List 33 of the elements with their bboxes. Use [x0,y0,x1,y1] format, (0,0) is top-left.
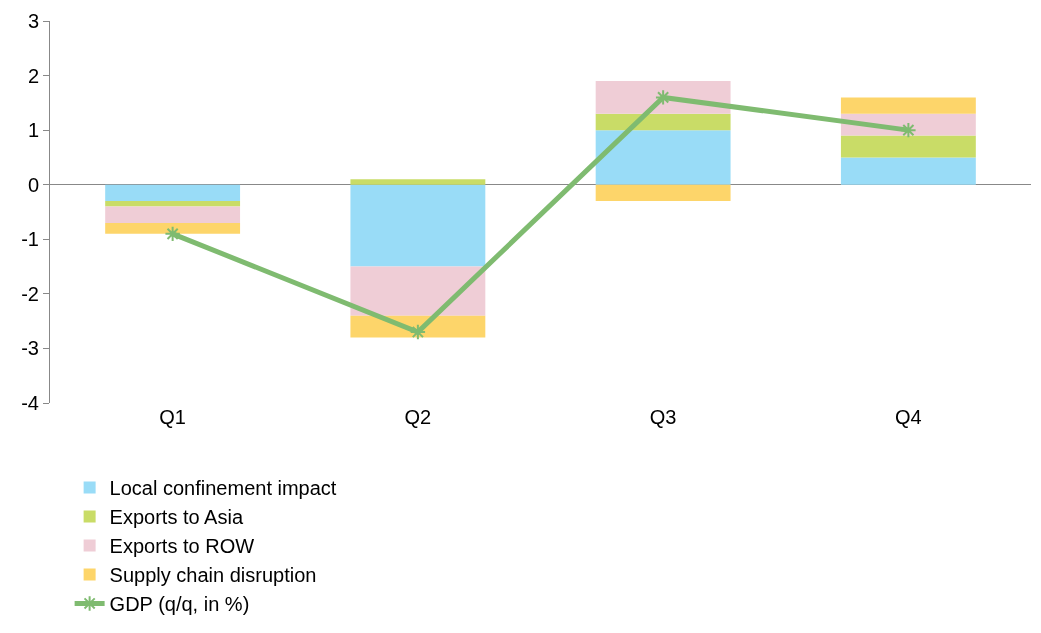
bar [595,130,731,185]
legend-label: Local confinement impact [109,477,337,500]
y-tick-label: 3 [27,10,39,32]
bar [105,201,241,207]
y-tick-label: 2 [27,64,39,87]
legend-label: Exports to Asia [109,506,244,529]
point [900,121,917,139]
bar [105,222,241,234]
legend-label: GDP (q/q, in %) [109,593,250,616]
x-tick-label: Q2 [404,406,432,428]
bar [840,135,976,158]
x-tick-label: Q1 [159,406,186,428]
point [164,225,181,243]
y-tick-label: 0 [27,173,39,196]
bar [105,206,241,223]
bar [350,179,486,185]
bar [595,113,731,131]
y-tick-label: -3 [21,337,39,360]
y-tick-label: -2 [21,282,39,305]
bar [840,157,976,185]
bar [350,184,486,267]
legend-label: Exports to ROW [109,535,255,558]
point [409,323,427,341]
y-tick-label: -1 [21,228,39,251]
bar [105,184,241,202]
bar [595,184,731,202]
bar [840,97,976,114]
bar [350,266,486,316]
x-tick-label: Q3 [649,406,677,428]
y-tick-label: 1 [27,119,39,142]
legend-label: Supply chain disruption [109,564,317,587]
y-tick-label: -4 [21,392,39,414]
x-tick-label: Q4 [895,406,922,428]
